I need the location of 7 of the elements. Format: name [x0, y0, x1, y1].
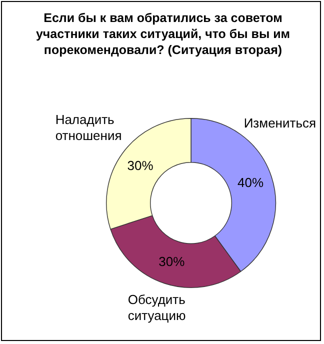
data-label: 30% [127, 158, 154, 173]
data-label: 40% [238, 175, 264, 190]
data-label: 30% [158, 254, 186, 270]
slice-label: Обсудить ситуацию [128, 292, 186, 323]
slice-label: Измениться [244, 115, 316, 130]
slice-label: Наладить отношения [55, 112, 122, 144]
chart-title: Если бы к вам обратились за советом участники таких ситуаций, что бы вы им порекомендовали? (Ситуация вторая) [34, 10, 292, 58]
